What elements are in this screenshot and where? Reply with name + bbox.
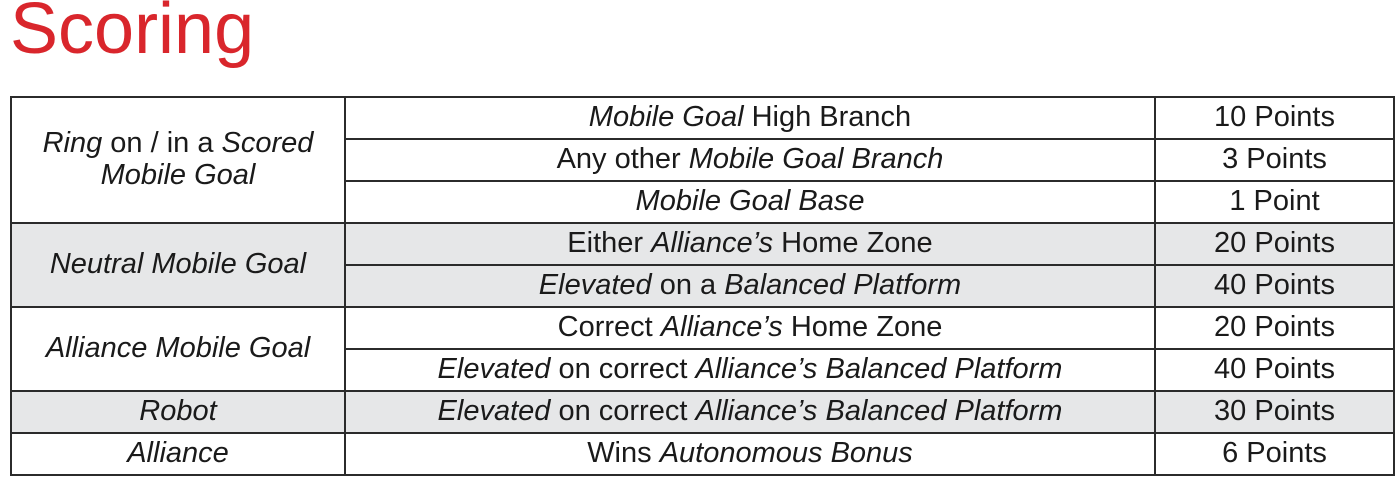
condition-cell: Wins Autonomous Bonus xyxy=(344,432,1156,476)
condition-cell: Correct Alliance’s Home Zone xyxy=(344,306,1156,350)
points-cell: 40 Points xyxy=(1154,264,1395,308)
category-cell: Ring on / in a Scored Mobile Goal xyxy=(10,96,346,224)
table-row: Elevated on a Balanced Platform 40 Points xyxy=(11,264,1395,308)
table-row: Mobile Goal Base 1 Point xyxy=(11,180,1395,224)
condition-cell: Elevated on correct Alliance’s Balanced … xyxy=(344,390,1156,434)
table-row: Alliance Mobile Goal Correct Alliance’s H… xyxy=(10,306,1395,392)
points-cell: 30 Points xyxy=(1154,390,1395,434)
points-cell: 20 Points xyxy=(1154,306,1395,350)
points-cell: 20 Points xyxy=(1154,222,1395,266)
condition-cell: Either Alliance’s Home Zone xyxy=(344,222,1156,266)
condition-cell: Elevated on correct Alliance’s Balanced … xyxy=(344,348,1156,392)
table-row: Neutral Mobile Goal Either Alliance’s Hom… xyxy=(10,222,1395,308)
table-row: Ring on / in a Scored Mobile Goal Mobile G… xyxy=(10,96,1395,224)
scoring-table: Ring on / in a Scored Mobile Goal Mobile G… xyxy=(10,96,1395,476)
condition-cell: Mobile Goal High Branch xyxy=(344,96,1156,140)
table-row: Any other Mobile Goal Branch 3 Points xyxy=(11,138,1395,182)
category-cell: Alliance xyxy=(10,432,346,476)
scoring-table-body: Ring on / in a Scored Mobile Goal Mobile G… xyxy=(10,96,1395,476)
category-cell: Robot xyxy=(10,390,346,434)
points-cell: 40 Points xyxy=(1154,348,1395,392)
points-cell: 1 Point xyxy=(1154,180,1395,224)
table-row: Elevated on correct Alliance’s Balanced … xyxy=(11,348,1395,392)
condition-cell: Any other Mobile Goal Branch xyxy=(344,138,1156,182)
category-cell: Neutral Mobile Goal xyxy=(10,222,346,308)
points-cell: 6 Points xyxy=(1154,432,1395,476)
points-cell: 10 Points xyxy=(1154,96,1395,140)
points-cell: 3 Points xyxy=(1154,138,1395,182)
table-row: Alliance Wins Autonomous Bonus 6 Points xyxy=(10,432,1395,476)
table-row: Robot Elevated on correct Alliance’s Bala… xyxy=(10,390,1395,434)
category-cell: Alliance Mobile Goal xyxy=(10,306,346,392)
page-title: Scoring xyxy=(10,0,255,69)
condition-cell: Elevated on a Balanced Platform xyxy=(344,264,1156,308)
condition-cell: Mobile Goal Base xyxy=(344,180,1156,224)
